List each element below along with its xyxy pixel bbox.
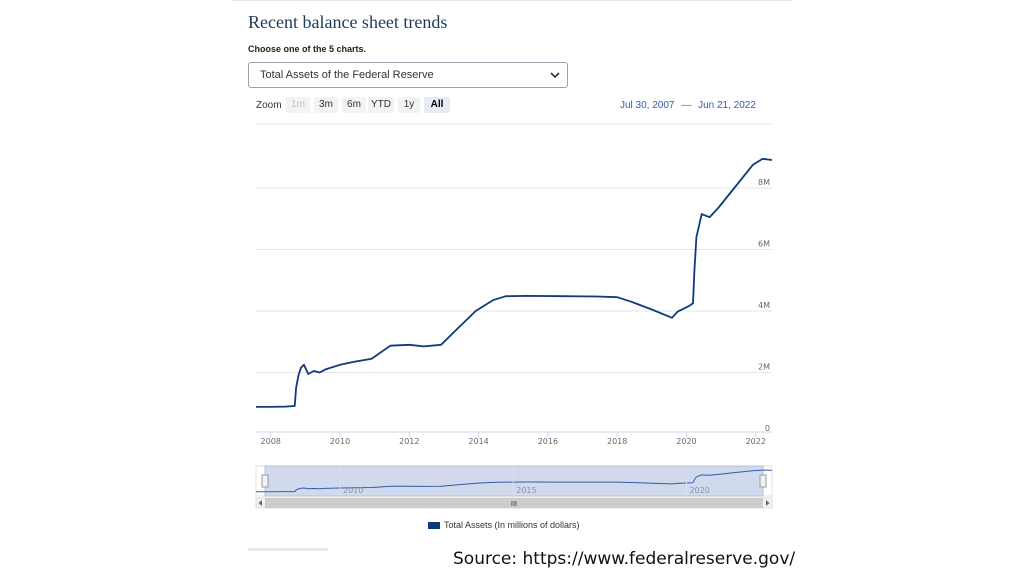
chevron-down-icon: [550, 72, 560, 79]
navigator-right-handle[interactable]: [759, 474, 767, 488]
y-tick-label: 0: [765, 424, 770, 433]
date-range[interactable]: Jul 30, 2007 — Jun 21, 2022: [620, 100, 756, 111]
x-tick-label: 2010: [330, 437, 350, 446]
source-caption: Source: https://www.federalreserve.gov/: [453, 549, 796, 569]
navigator-year-label: 2015: [516, 486, 536, 495]
y-tick-label: 2M: [758, 363, 770, 372]
faint-footer-text: [248, 548, 328, 551]
x-tick-label: 2018: [607, 437, 627, 446]
zoom-3m-button[interactable]: 3m: [314, 97, 338, 113]
x-tick-label: 2012: [399, 437, 419, 446]
legend-swatch: [428, 522, 440, 530]
scroll-right-arrow-icon[interactable]: [766, 500, 770, 506]
navigator-series-line: [256, 469, 773, 493]
chart-legend[interactable]: Total Assets (In millions of dollars): [428, 520, 580, 530]
zoom-1y-button[interactable]: 1y: [398, 97, 420, 113]
date-range-from[interactable]: Jul 30, 2007: [620, 100, 675, 111]
navigator-year-label: 2020: [689, 486, 709, 495]
x-tick-label: 2016: [538, 437, 558, 446]
zoom-all-button[interactable]: All: [424, 97, 450, 113]
total-assets-series-line[interactable]: [256, 157, 773, 408]
page-title: Recent balance sheet trends: [248, 12, 448, 32]
scrollbar-thumb[interactable]: [265, 498, 763, 508]
x-tick-label: 2014: [468, 437, 488, 446]
y-tick-label: 8M: [758, 178, 770, 187]
navigator-year-label: 2010: [343, 486, 363, 495]
y-tick-label: 6M: [758, 240, 770, 249]
scroll-left-arrow-icon[interactable]: [258, 500, 263, 506]
scrollbar-grip: III: [511, 500, 517, 508]
date-range-to[interactable]: Jun 21, 2022: [698, 100, 756, 111]
x-tick-label: 2008: [261, 437, 281, 446]
zoom-ytd-button[interactable]: YTD: [368, 97, 394, 113]
x-tick-label: 2022: [746, 437, 766, 446]
date-range-dash: —: [681, 100, 692, 111]
zoom-6m-button[interactable]: 6m: [342, 97, 366, 113]
navigator-left-handle[interactable]: [261, 474, 269, 488]
y-tick-label: 4M: [758, 301, 770, 310]
chart-select-value: Total Assets of the Federal Reserve: [260, 69, 434, 81]
chart-select[interactable]: Total Assets of the Federal Reserve: [248, 62, 568, 88]
zoom-1m-button[interactable]: 1m: [286, 97, 310, 113]
top-divider: [232, 0, 792, 1]
chart-chooser-label: Choose one of the 5 charts.: [248, 44, 367, 54]
zoom-label: Zoom: [256, 100, 282, 111]
navigator-selection[interactable]: [264, 465, 764, 497]
x-tick-label: 2020: [676, 437, 696, 446]
legend-label: Total Assets (In millions of dollars): [444, 520, 580, 530]
